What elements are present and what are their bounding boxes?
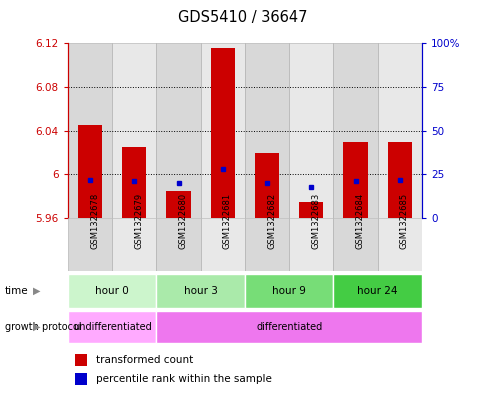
Bar	[200, 218, 244, 271]
Text: GSM1322685: GSM1322685	[399, 193, 408, 249]
Bar	[200, 43, 244, 218]
Text: GSM1322678: GSM1322678	[90, 193, 99, 249]
Bar	[377, 218, 421, 271]
Text: hour 24: hour 24	[357, 286, 397, 296]
Text: GSM1322683: GSM1322683	[311, 193, 319, 249]
Bar	[244, 218, 288, 271]
Text: transformed count: transformed count	[96, 355, 193, 365]
Bar	[333, 218, 377, 271]
Bar	[166, 191, 190, 218]
Text: undifferentiated: undifferentiated	[73, 322, 151, 332]
Bar	[333, 43, 377, 218]
Text: time: time	[5, 286, 29, 296]
Text: GSM1322679: GSM1322679	[134, 193, 143, 249]
Bar	[68, 218, 112, 271]
Bar	[244, 43, 288, 218]
Bar	[288, 43, 333, 218]
Bar	[112, 218, 156, 271]
Bar	[387, 141, 411, 218]
Bar	[377, 43, 421, 218]
Text: GSM1322681: GSM1322681	[222, 193, 231, 249]
Bar	[112, 43, 156, 218]
Text: hour 0: hour 0	[95, 286, 129, 296]
Bar	[75, 373, 87, 385]
Bar	[68, 311, 156, 343]
Bar	[156, 274, 244, 308]
Text: differentiated: differentiated	[256, 322, 322, 332]
Bar	[343, 141, 367, 218]
Text: GSM1322682: GSM1322682	[267, 193, 275, 249]
Text: GSM1322680: GSM1322680	[178, 193, 187, 249]
Bar	[255, 152, 279, 218]
Text: growth protocol: growth protocol	[5, 322, 81, 332]
Text: ▶: ▶	[32, 322, 40, 332]
Bar	[210, 48, 234, 218]
Text: percentile rank within the sample: percentile rank within the sample	[96, 374, 272, 384]
Bar	[244, 274, 333, 308]
Text: GSM1322684: GSM1322684	[355, 193, 364, 249]
Bar	[333, 274, 421, 308]
Bar	[122, 147, 146, 218]
Bar	[299, 202, 323, 218]
Bar	[288, 218, 333, 271]
Text: hour 9: hour 9	[272, 286, 305, 296]
Bar	[156, 218, 200, 271]
Text: hour 3: hour 3	[183, 286, 217, 296]
Bar	[75, 354, 87, 366]
Bar	[68, 274, 156, 308]
Bar	[78, 125, 102, 218]
Bar	[156, 311, 421, 343]
Bar	[68, 43, 112, 218]
Text: GDS5410 / 36647: GDS5410 / 36647	[177, 10, 307, 25]
Bar	[156, 43, 200, 218]
Text: ▶: ▶	[32, 286, 40, 296]
